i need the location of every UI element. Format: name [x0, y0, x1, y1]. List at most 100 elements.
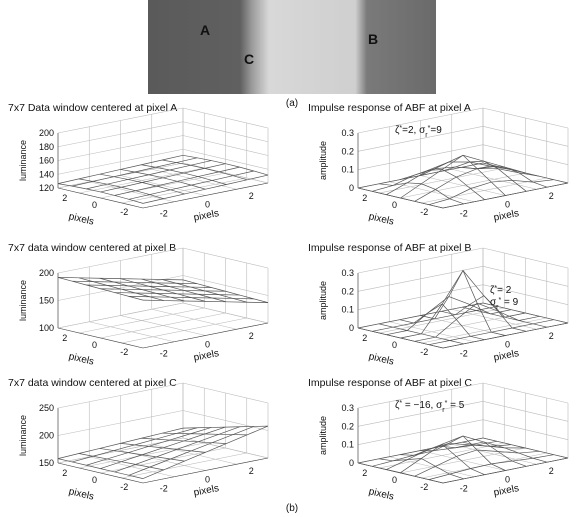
grid-line [57, 302, 269, 329]
annotation-part: = 5 [447, 400, 464, 411]
z-tick-label: 200 [39, 268, 54, 278]
caption: (a) [286, 98, 298, 109]
x-tick-label: 2 [249, 331, 254, 341]
surface-mesh [442, 182, 569, 209]
grid-line [357, 419, 569, 445]
x-axis [142, 457, 269, 484]
x-tick-label: 0 [205, 340, 210, 350]
z-tick-label: 0.3 [341, 268, 354, 278]
floor-grid [451, 168, 537, 190]
x-tick-label: -2 [460, 348, 468, 358]
y-axis-label: pixels [68, 486, 95, 502]
floor-grid [151, 308, 237, 330]
surface-mesh [142, 299, 269, 303]
annotation: ζ*= 2 [490, 285, 512, 297]
x-tick-label: 0 [205, 475, 210, 485]
x-tick-label: 2 [249, 466, 254, 476]
panel-title: 7x7 data window centered at pixel B [8, 242, 176, 254]
annotation: ζ*=2, σr*=9 [395, 125, 442, 139]
x-tick-label: 0 [505, 340, 510, 350]
annotation-part: r [425, 132, 428, 139]
annotation-part: * [399, 400, 402, 407]
z-axis-label: luminance [18, 280, 28, 321]
surface-mesh [482, 302, 569, 324]
x-tick-label: 0 [505, 475, 510, 485]
surface-mesh [482, 437, 569, 459]
surface-mesh [162, 159, 248, 181]
surface-mesh [182, 425, 269, 429]
annotation-part: = 9 [501, 297, 518, 308]
y-axis-label: pixels [368, 486, 395, 502]
panel-title: 7x7 Data window centered at pixel A [8, 102, 177, 114]
y-tick-label: 0 [392, 475, 397, 485]
annotation-part: ζ [490, 285, 495, 296]
y-axis-label: pixels [68, 351, 95, 367]
annotation-part: * [428, 125, 431, 132]
panel-title: Impulse response of ABF at pixel A [308, 102, 471, 114]
x-axis [142, 322, 269, 349]
annotation-part: ζ [395, 125, 400, 136]
surface-mesh [128, 296, 254, 300]
annotation-part: * [445, 400, 448, 407]
z-axis-label: amplitude [318, 141, 328, 180]
floor-grid [400, 172, 526, 199]
surface-mesh [357, 462, 444, 484]
annotation-part: = −16, σ [402, 400, 443, 411]
annotation-part: r [496, 304, 499, 311]
x-tick-label: 2 [549, 191, 554, 201]
grid-line [57, 121, 269, 148]
z-tick-label: 0 [349, 183, 354, 193]
z-axis-label: amplitude [318, 281, 328, 320]
y-tick-label: 0 [92, 200, 97, 210]
grid-line [357, 266, 569, 292]
grid-line [357, 401, 569, 427]
annotation-part: = 2 [497, 285, 512, 296]
x-tick-label: 0 [505, 200, 510, 210]
grid-line [357, 126, 569, 152]
grid-line [57, 275, 269, 301]
surface-mesh [442, 322, 569, 349]
x-axis [142, 182, 269, 209]
z-tick-label: 0.1 [341, 440, 354, 450]
x-tick-label: -2 [160, 483, 168, 493]
image-label: B [368, 31, 378, 47]
z-tick-label: 150 [39, 458, 54, 468]
panel-title: Impulse response of ABF at pixel C [308, 377, 472, 389]
z-tick-label: 0 [349, 458, 354, 468]
x-tick-label: 2 [249, 191, 254, 201]
z-tick-label: 0.1 [341, 305, 354, 315]
z-tick-label: 200 [39, 128, 54, 138]
z-tick-label: 100 [39, 323, 54, 333]
y-tick-label: 2 [362, 193, 367, 203]
annotation-part: * [399, 125, 402, 132]
y-axis [57, 327, 144, 349]
surface-mesh [441, 160, 527, 192]
y-tick-label: -2 [120, 482, 128, 492]
z-axis-label: luminance [18, 140, 28, 181]
image-label: C [244, 51, 254, 67]
y-tick-label: 0 [92, 475, 97, 485]
annotation-part: * [494, 285, 497, 292]
grid-line [57, 148, 269, 175]
floor-grid [151, 168, 237, 190]
surface-mesh [142, 174, 269, 204]
annotation: ζ* = −16, σr* = 5 [395, 400, 465, 414]
y-axis [57, 187, 144, 209]
annotation: σr* = 9 [490, 297, 519, 311]
image-label: A [200, 22, 210, 38]
floor-grid [121, 317, 247, 344]
y-tick-label: 2 [362, 468, 367, 478]
y-tick-label: 0 [392, 340, 397, 350]
z-tick-label: 0.2 [341, 286, 354, 296]
y-tick-label: -2 [420, 347, 428, 357]
x-tick-label: -2 [460, 483, 468, 493]
y-tick-label: 2 [62, 468, 67, 478]
z-axis-label: amplitude [318, 416, 328, 455]
annotation-part: r [442, 407, 445, 414]
y-tick-label: -2 [420, 207, 428, 217]
surface-mesh [114, 292, 240, 296]
z-tick-label: 0.2 [341, 146, 354, 156]
y-tick-label: 2 [62, 193, 67, 203]
